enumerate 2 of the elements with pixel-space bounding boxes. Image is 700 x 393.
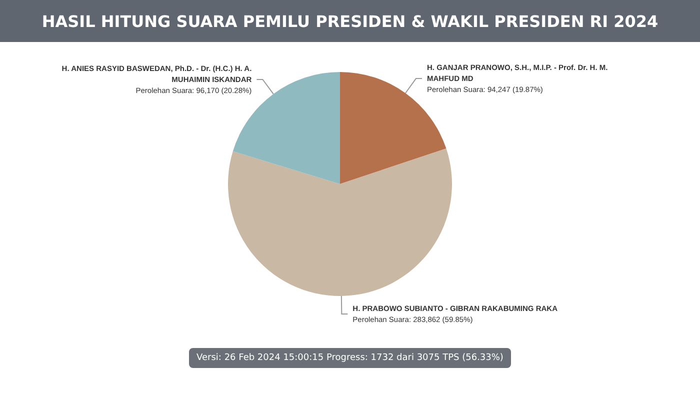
chart-title: HASIL HITUNG SUARA PEMILU PRESIDEN & WAKIL PRESIDEN RI 2024 xyxy=(0,0,700,42)
text: Versi: 26 Feb 2024 15:00:15 Progress: 1732 dari 3075 TPS (56.33%) xyxy=(188,348,512,368)
